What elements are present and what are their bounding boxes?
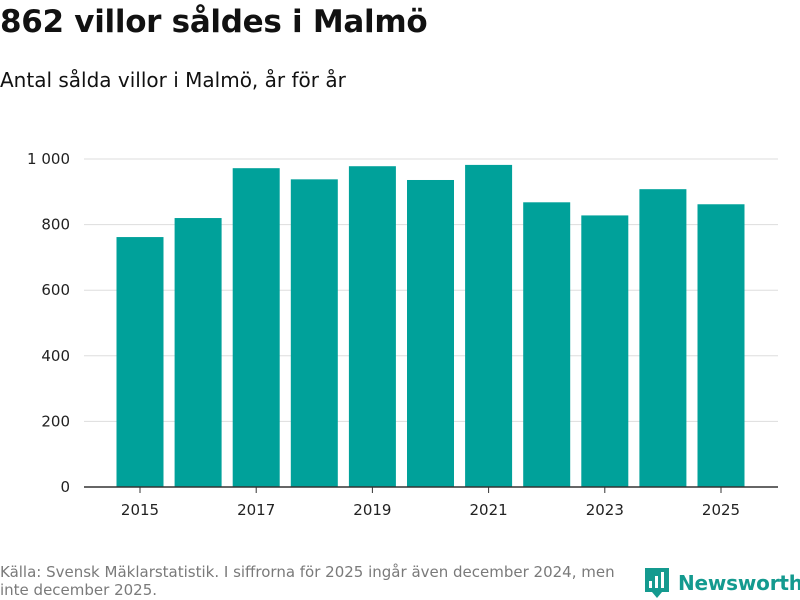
x-tick-label: 2023 <box>586 501 624 519</box>
bar-2019 <box>348 166 396 487</box>
chart-subtitle: Antal sålda villor i Malmö, år för år <box>0 68 346 92</box>
y-tick-label: 400 <box>41 347 70 365</box>
source-note: Källa: Svensk Mäklarstatistik. I siffror… <box>0 563 615 599</box>
bar-2023 <box>581 215 629 487</box>
bars <box>116 164 745 488</box>
x-tick-label: 2017 <box>237 501 275 519</box>
brand-name: Newsworthy <box>678 571 800 595</box>
bar-2020 <box>407 179 454 487</box>
bar-2021 <box>465 164 513 488</box>
chart-title: 862 villor såldes i Malmö <box>0 4 428 40</box>
x-tick-label: 2015 <box>121 501 159 519</box>
x-tick-label: 2019 <box>353 501 391 519</box>
newsworthy-logo-icon <box>645 568 669 598</box>
bar-2018 <box>290 179 338 487</box>
x-tick-label: 2021 <box>470 501 508 519</box>
bar-2017 <box>232 168 280 487</box>
y-tick-label: 0 <box>60 478 70 496</box>
bar-2016 <box>174 218 222 488</box>
y-tick-label: 200 <box>41 412 70 430</box>
y-tick-label: 1 000 <box>27 150 70 168</box>
bar-2025 <box>697 204 745 487</box>
bar-2022 <box>523 202 571 487</box>
x-axis-ticks: 2015 2017 2019 2021 2023 2025 <box>121 487 740 519</box>
bar-2015 <box>116 237 164 487</box>
bar-2024 <box>639 189 687 487</box>
y-tick-label: 600 <box>41 281 70 299</box>
x-tick-label: 2025 <box>702 501 740 519</box>
y-tick-label: 800 <box>41 216 70 234</box>
y-axis-ticks: 0 200 400 600 800 1 000 <box>27 150 70 496</box>
brand-logo: Newsworthy <box>644 567 800 599</box>
